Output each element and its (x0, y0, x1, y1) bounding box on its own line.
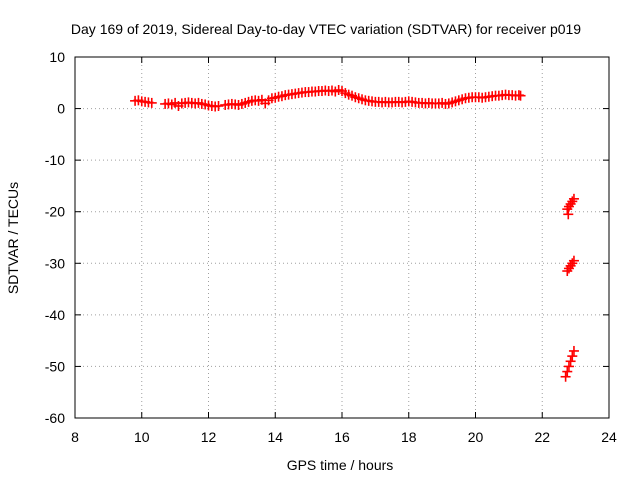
y-tick-label: -30 (45, 255, 65, 271)
grid-lines (75, 57, 609, 418)
y-tick-label: -50 (45, 358, 65, 374)
data-point (562, 366, 573, 377)
x-tick-label: 18 (401, 429, 417, 445)
x-tick-labels: 8 10 12 14 16 18 20 22 24 (71, 429, 617, 445)
y-tick-label: -60 (45, 410, 65, 426)
data-points (130, 85, 579, 382)
y-tick-label: -20 (45, 204, 65, 220)
y-tick-label: 0 (57, 101, 65, 117)
data-point (568, 345, 579, 356)
chart-title: Day 169 of 2019, Sidereal Day-to-day VTE… (71, 21, 581, 37)
x-axis-title: GPS time / hours (287, 457, 394, 473)
data-point (567, 351, 578, 362)
data-point (563, 209, 574, 220)
data-point (515, 90, 526, 101)
y-tick-labels: 10 0 -10 -20 -30 -40 -50 -60 (45, 49, 65, 426)
data-point (568, 193, 579, 204)
x-tick-label: 22 (534, 429, 550, 445)
data-point (565, 356, 576, 367)
x-tick-label: 16 (334, 429, 350, 445)
data-point (563, 361, 574, 372)
y-tick-label: -10 (45, 152, 65, 168)
x-tick-label: 20 (468, 429, 484, 445)
axis-ticks (74, 56, 610, 419)
y-tick-label: -40 (45, 307, 65, 323)
y-axis-title: SDTVAR / TECUs (5, 182, 21, 294)
x-tick-label: 10 (134, 429, 150, 445)
data-point (568, 255, 579, 266)
y-tick-label: 10 (49, 49, 65, 65)
x-tick-label: 24 (601, 429, 617, 445)
x-tick-label: 8 (71, 429, 79, 445)
x-tick-label: 14 (267, 429, 283, 445)
x-tick-label: 12 (201, 429, 217, 445)
data-point (213, 100, 224, 111)
data-point (146, 97, 157, 108)
data-point (560, 371, 571, 382)
